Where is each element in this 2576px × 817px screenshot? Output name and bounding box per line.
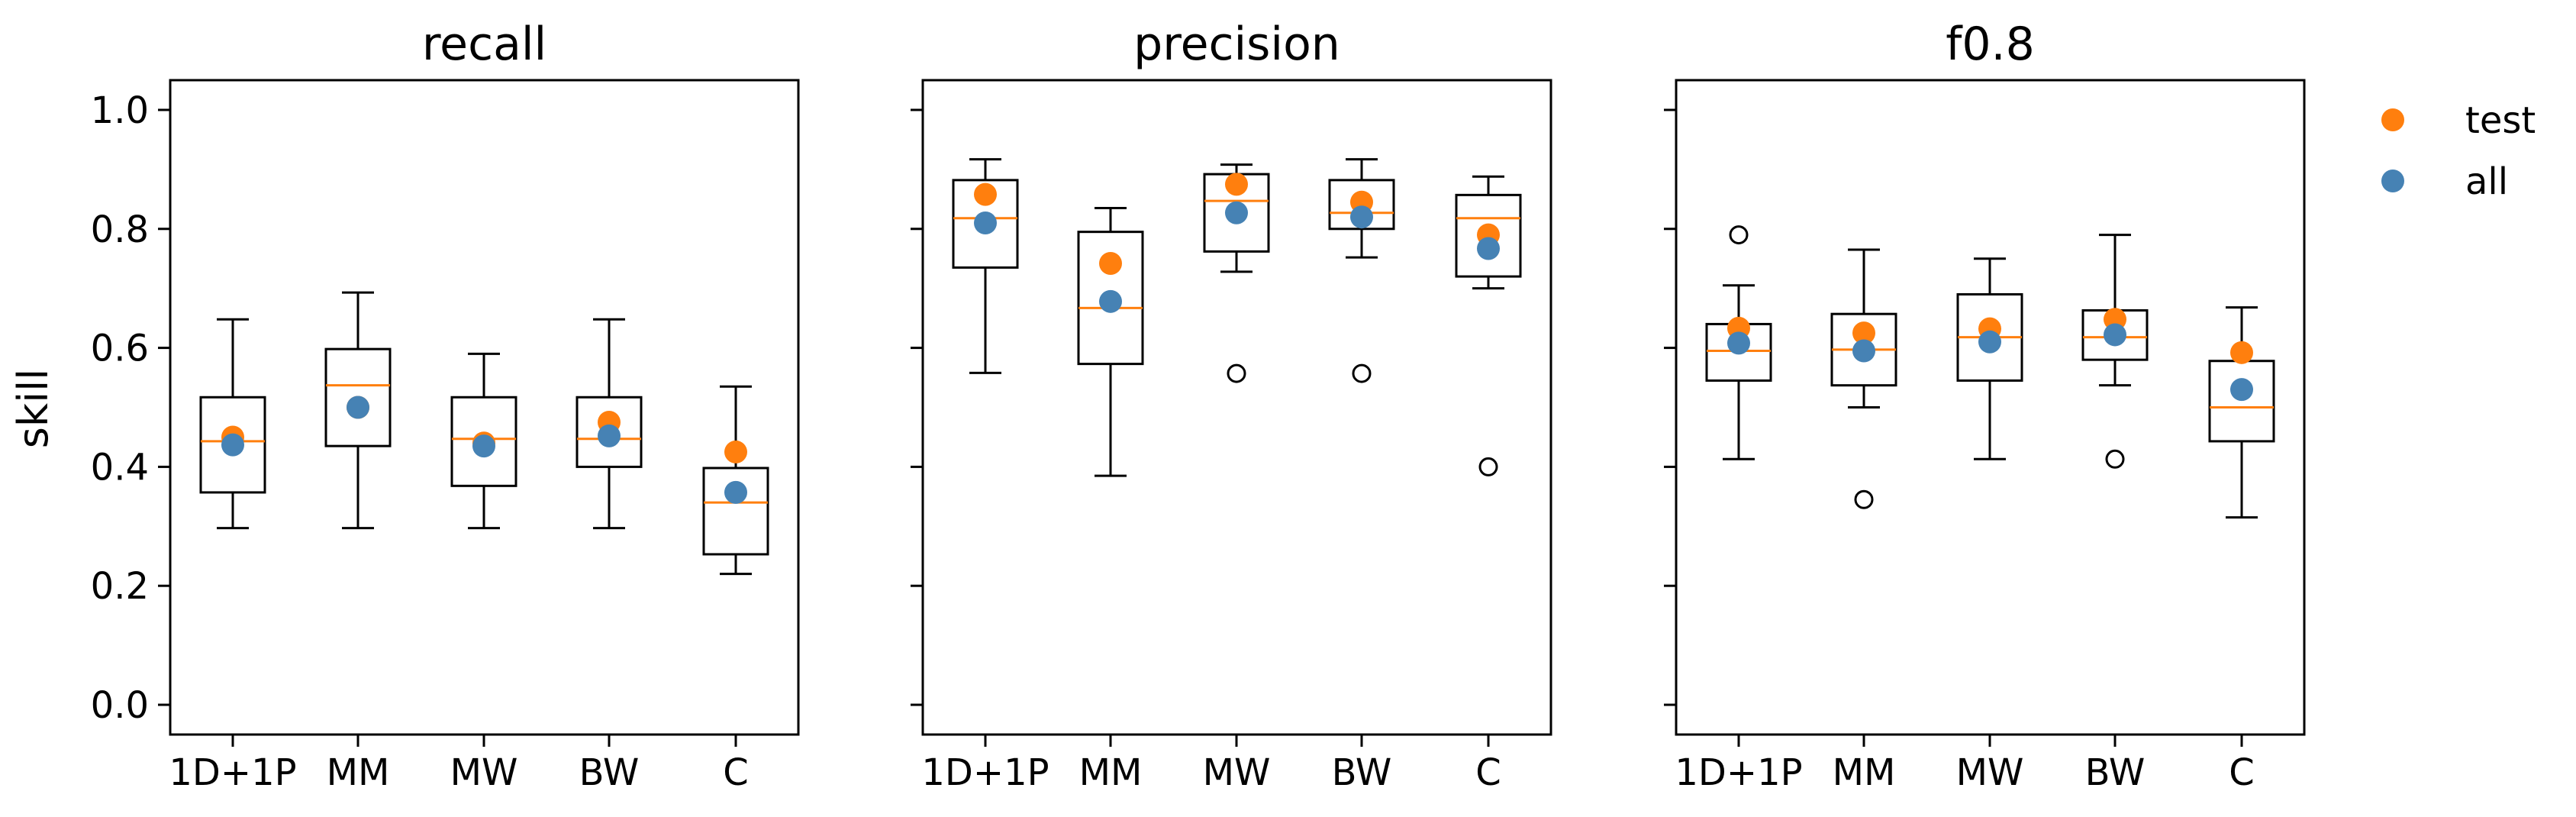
x-tick-label: MM xyxy=(1833,751,1896,794)
x-tick-label: MM xyxy=(1079,751,1143,794)
legend-label: test xyxy=(2465,99,2536,142)
all-point xyxy=(347,396,369,419)
all-point xyxy=(1477,237,1500,260)
x-tick-label: C xyxy=(723,751,749,794)
x-tick-label: C xyxy=(1475,751,1501,794)
box-MW: MW xyxy=(450,352,518,794)
panel-2: precision 1D+1P MM MW BW C xyxy=(911,18,1552,794)
x-tick-label: 1D+1P xyxy=(1675,751,1802,794)
box-MM: MM xyxy=(324,291,392,794)
outlier-point xyxy=(2105,449,2125,469)
outlier-point xyxy=(1854,489,1874,509)
panels: recall 0.0 0.2 0.4 0.6 0.8 1.0 1D+1P MM MW BW Cprec… xyxy=(91,18,2306,794)
box-MM: MM xyxy=(1830,248,1897,794)
legend-label: all xyxy=(2465,160,2508,203)
all-point xyxy=(2230,378,2253,402)
outlier-point xyxy=(1478,457,1498,476)
box-1D+1P: 1D+1P xyxy=(169,318,297,794)
x-tick-label: 1D+1P xyxy=(921,751,1049,794)
all-point xyxy=(724,480,747,504)
box-BW: BW xyxy=(1328,158,1395,794)
y-tick-label: 0.6 xyxy=(91,328,149,370)
x-tick-label: MW xyxy=(1203,751,1271,794)
legend-marker xyxy=(2381,170,2404,192)
box-1D+1P: 1D+1P xyxy=(1675,225,1803,794)
box-body xyxy=(1455,193,1522,278)
panel-title: f0.8 xyxy=(1946,18,2035,71)
box-body xyxy=(450,396,517,487)
all-point xyxy=(1978,330,2001,354)
box-1D+1P: 1D+1P xyxy=(921,158,1049,794)
all-point xyxy=(1099,289,1122,313)
all-point xyxy=(221,433,244,457)
outlier-point xyxy=(1352,363,1372,383)
outlier-point xyxy=(1729,225,1749,245)
legend: test all xyxy=(2381,99,2536,203)
box-MW: MW xyxy=(1956,257,2024,794)
y-tick-label: 0.8 xyxy=(91,208,149,251)
box-body xyxy=(702,467,769,556)
y-tick-label: 0.0 xyxy=(91,684,149,727)
box-BW: BW xyxy=(575,318,643,794)
all-point xyxy=(1852,339,1875,363)
x-tick-label: MW xyxy=(1956,751,2024,794)
box-BW: BW xyxy=(2081,234,2149,794)
axes-frame xyxy=(1675,79,2306,736)
outlier-point xyxy=(1227,363,1246,383)
y-tick-label: 0.4 xyxy=(91,446,149,489)
test-point xyxy=(1099,251,1122,275)
panel-title: recall xyxy=(422,18,546,71)
all-point xyxy=(974,211,997,234)
box-body xyxy=(1077,231,1144,366)
legend-marker xyxy=(2381,108,2404,131)
y-axis-label: skill xyxy=(9,369,57,448)
box-C: C xyxy=(702,385,769,794)
x-tick-label: BW xyxy=(2085,751,2146,794)
x-tick-label: 1D+1P xyxy=(169,751,296,794)
test-point xyxy=(974,182,997,206)
x-tick-label: MW xyxy=(450,751,518,794)
panel-title: precision xyxy=(1133,18,1340,71)
test-point xyxy=(724,440,747,463)
box-body xyxy=(575,396,643,468)
box-C: C xyxy=(1455,175,1522,794)
x-tick-label: BW xyxy=(1332,751,1392,794)
box-body xyxy=(199,396,266,494)
x-tick-label: MM xyxy=(327,751,390,794)
box-body xyxy=(1328,179,1395,231)
box-body xyxy=(2208,360,2275,443)
all-point xyxy=(472,434,495,458)
axes-frame xyxy=(921,79,1552,736)
box-MW: MW xyxy=(1203,163,1271,794)
all-point xyxy=(1727,331,1750,355)
box-MM: MM xyxy=(1077,207,1144,794)
axes-frame xyxy=(169,79,800,736)
panel-1: recall 0.0 0.2 0.4 0.6 0.8 1.0 1D+1P MM MW BW C xyxy=(91,18,800,794)
test-point xyxy=(2230,341,2253,364)
test-point xyxy=(1852,321,1875,345)
x-tick-label: C xyxy=(2229,751,2255,794)
panel-3: f0.8 1D+1P MM MW BW C xyxy=(1664,18,2306,794)
all-point xyxy=(598,424,621,447)
box-body xyxy=(952,179,1019,269)
x-tick-label: BW xyxy=(579,751,640,794)
all-point xyxy=(1350,205,1373,229)
legend-item-all: all xyxy=(2381,160,2508,203)
all-point xyxy=(1225,201,1248,224)
y-tick-label: 0.2 xyxy=(91,565,149,608)
box-C: C xyxy=(2208,306,2275,794)
box-body xyxy=(324,347,392,447)
all-point xyxy=(2104,323,2126,347)
legend-item-test: test xyxy=(2381,99,2536,142)
y-tick-label: 1.0 xyxy=(91,89,149,132)
test-point xyxy=(1225,173,1248,196)
